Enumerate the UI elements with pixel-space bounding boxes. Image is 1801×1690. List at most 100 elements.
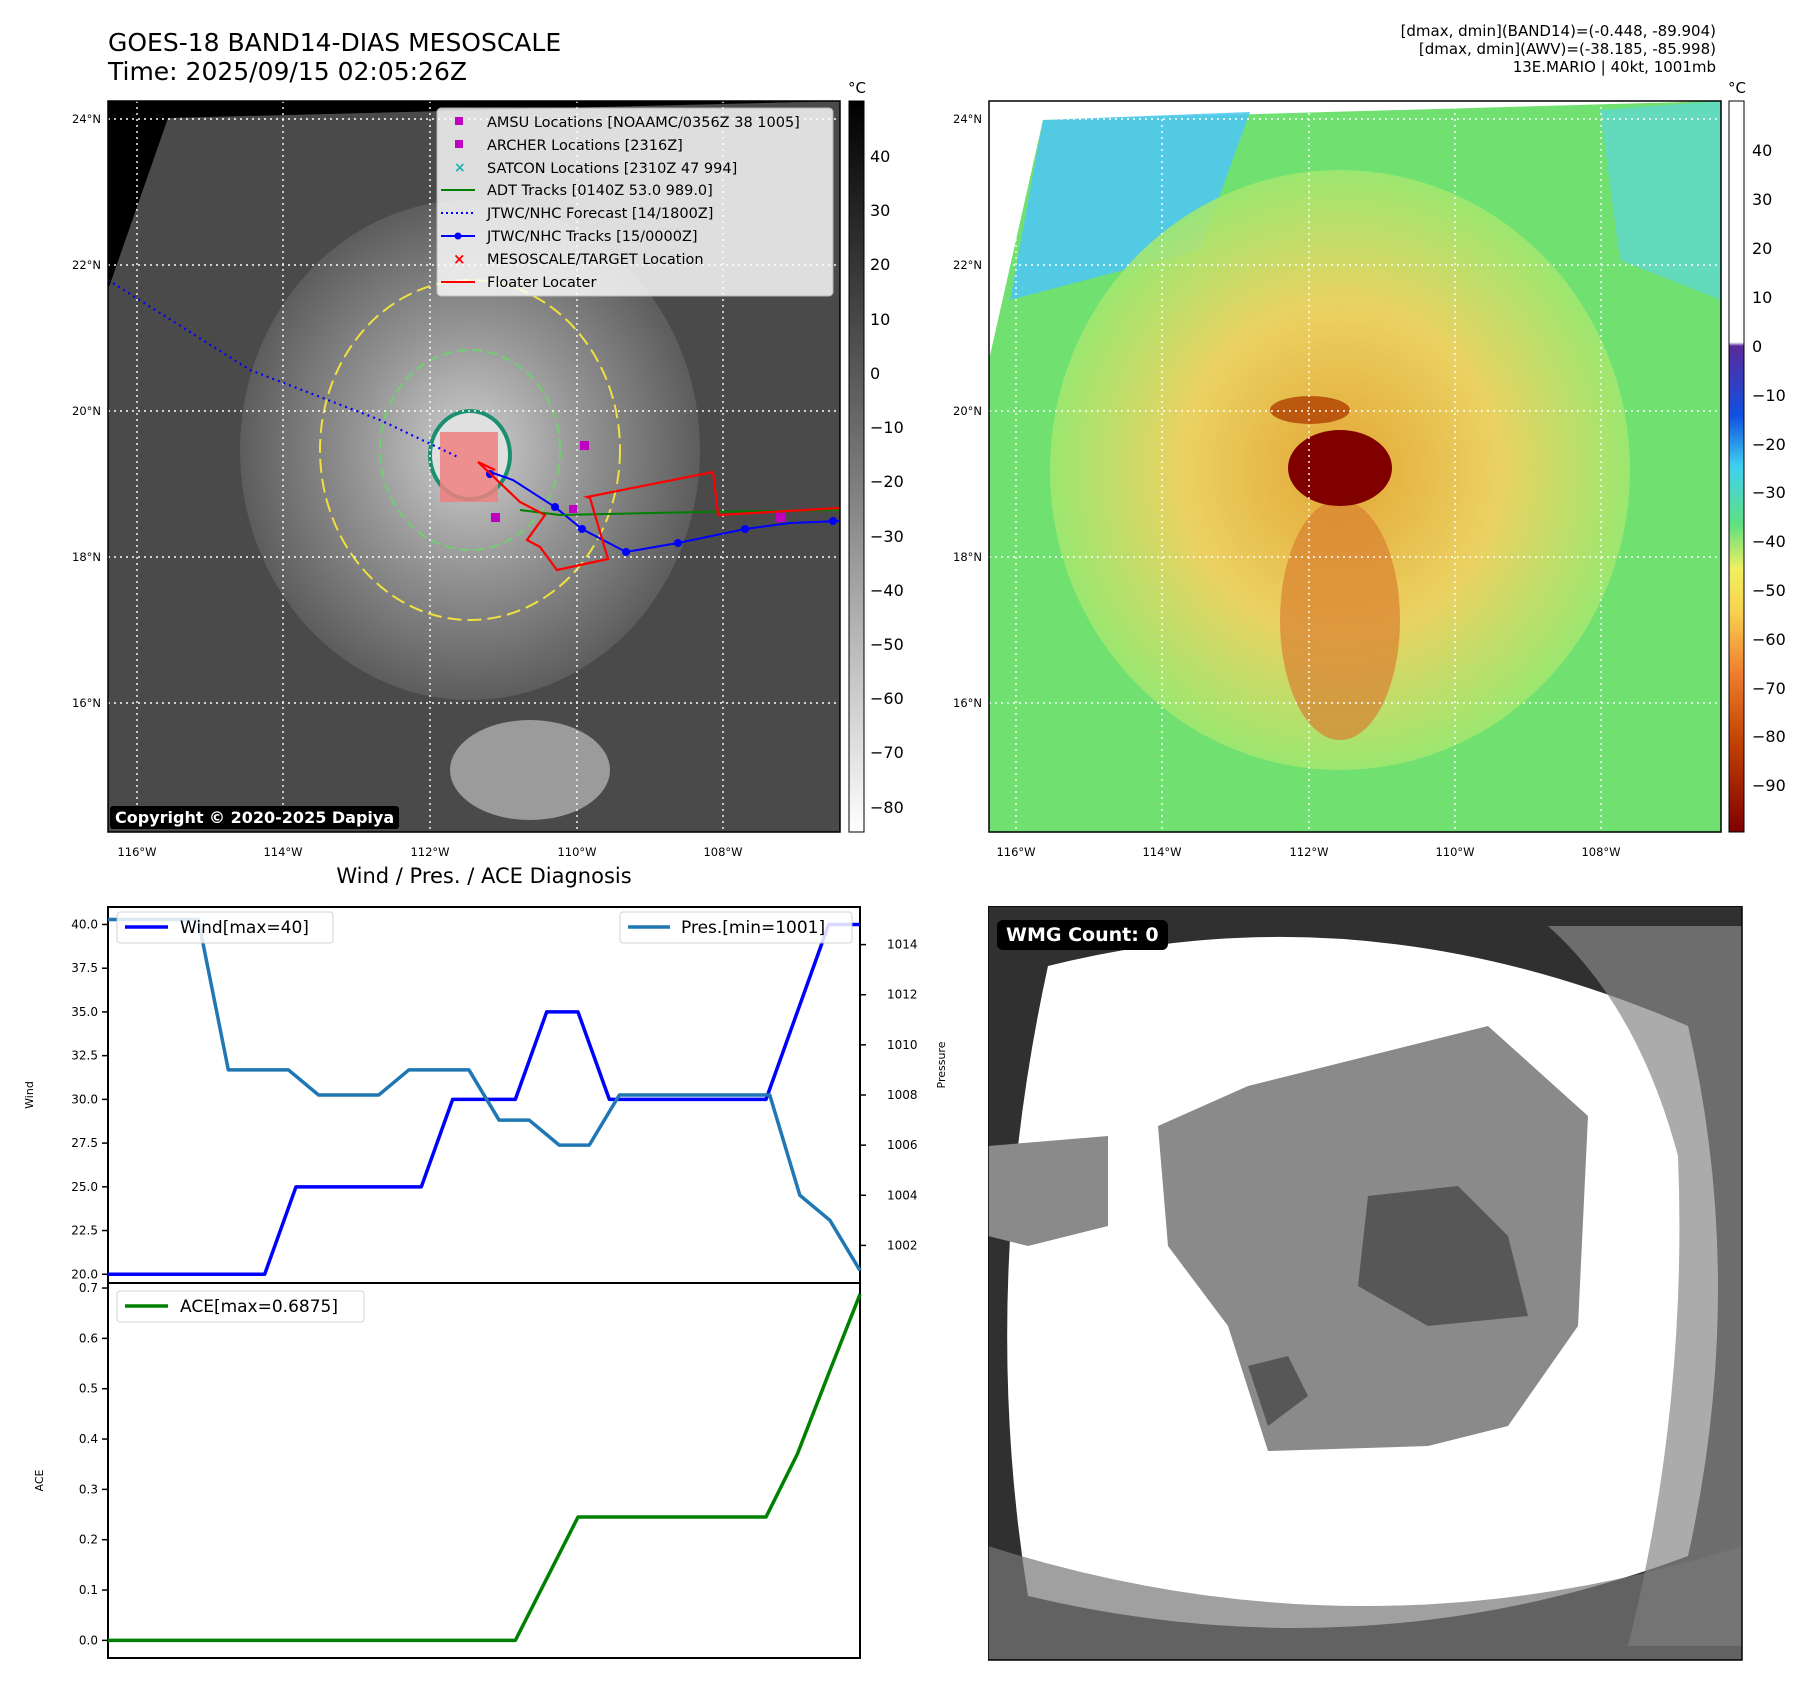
wind-ytick-label: 40.0 <box>71 917 98 931</box>
ace-axis-label: ACE <box>33 1469 46 1491</box>
title-line-2: Time: 2025/09/15 02:05:26Z <box>108 57 467 86</box>
enhanced-map: 24°N 22°N 20°N 18°N 16°N 116°W 114°W 112… <box>953 79 1786 859</box>
pressure-ytick-label: 1008 <box>887 1088 918 1102</box>
ir-colorbar-unit: °C <box>848 79 866 97</box>
wind-ytick-label: 27.5 <box>71 1136 98 1150</box>
enh-lat-label-22n: 22°N <box>953 258 982 272</box>
ace-series-line <box>108 1293 862 1643</box>
legend-label-satcon: SATCON Locations [2310Z 47 994] <box>487 161 737 177</box>
pressure-legend-box <box>619 911 853 944</box>
wmg-dark-patch <box>1248 1356 1308 1426</box>
wmg-count-label: WMG Count: 0 <box>997 920 1168 950</box>
enh-cb-tick-m30: −30 <box>1752 483 1786 502</box>
pressure-ytick-label: 1012 <box>887 988 918 1002</box>
ace-ytick-label: 0.5 <box>79 1382 98 1396</box>
wind-ytick-label: 35.0 <box>71 1005 98 1019</box>
wind-ytick-label: 20.0 <box>71 1267 98 1281</box>
enh-cb-tick-m60: −60 <box>1752 630 1786 649</box>
lat-label-16n: 16°N <box>72 696 101 710</box>
wind-ytick-label: 25.0 <box>71 1180 98 1194</box>
ace-ytick-label: 0.1 <box>79 1583 98 1597</box>
wmg-frame <box>988 906 1743 1661</box>
wmg-panel <box>988 906 1743 1661</box>
enh-cb-tick-m80: −80 <box>1752 727 1786 746</box>
ace-ytick-label: 0.4 <box>79 1432 98 1446</box>
wind-ytick-label: 32.5 <box>71 1049 98 1063</box>
amsu-archer-markers <box>491 441 785 522</box>
title-line-1: GOES-18 BAND14-DIAS MESOSCALE <box>108 28 562 57</box>
legend-satcon-marker: × <box>454 160 466 176</box>
info-line-3: 13E.MARIO | 40kt, 1001mb <box>1512 58 1716 76</box>
enhanced-cold-northeast <box>1600 101 1721 300</box>
enh-lon-label-112w: 112°W <box>1289 845 1328 859</box>
enh-lat-label-16n: 16°N <box>953 696 982 710</box>
enh-cb-tick-40: 40 <box>1752 141 1772 160</box>
enh-lat-label-18n: 18°N <box>953 550 982 564</box>
wmg-dark-core <box>1358 1186 1528 1326</box>
ir-cb-tick-30: 30 <box>870 201 890 220</box>
figure-title: GOES-18 BAND14-DIAS MESOSCALE Time: 2025… <box>108 28 561 86</box>
enh-cb-tick-10: 10 <box>1752 288 1772 307</box>
enh-cb-tick-m40: −40 <box>1752 532 1786 551</box>
enhanced-colorbar-unit: °C <box>1728 79 1746 97</box>
pressure-ytick-label: 1004 <box>887 1188 918 1202</box>
enhanced-band-south <box>1280 500 1400 740</box>
enh-lon-label-114w: 114°W <box>1142 845 1181 859</box>
lat-label-20n: 20°N <box>72 404 101 418</box>
info-line-2: [dmax, dmin](AWV)=(-38.185, -85.998) <box>1418 40 1716 58</box>
ir-cb-tick-m20: −20 <box>870 472 904 491</box>
map-legend: × × AMSU Locations [NOAAMC/0356Z 38 1005… <box>436 107 834 297</box>
map-panels: × × AMSU Locations [NOAAMC/0356Z 38 1005… <box>72 79 1786 859</box>
enh-lon-label-116w: 116°W <box>996 845 1035 859</box>
pressure-ytick-label: 1014 <box>887 938 918 952</box>
lon-label-108w: 108°W <box>703 845 742 859</box>
legend-label-amsu: AMSU Locations [NOAAMC/0356Z 38 1005] <box>487 115 800 131</box>
ace-ytick-label: 0.2 <box>79 1533 98 1547</box>
legend-box <box>436 107 834 297</box>
enhanced-colorbar-ticks: 40 30 20 10 0 −10 −20 −30 −40 −50 −60 −7… <box>1752 141 1786 795</box>
lat-label-22n: 22°N <box>72 258 101 272</box>
ace-legend-box <box>116 1290 365 1323</box>
enh-cb-tick-20: 20 <box>1752 239 1772 258</box>
wind-ytick-label: 37.5 <box>71 961 98 975</box>
lon-label-110w: 110°W <box>557 845 596 859</box>
ace-plot-frame <box>107 1282 861 1659</box>
ir-cb-tick-0: 0 <box>870 364 880 383</box>
ir-cb-tick-40: 40 <box>870 147 890 166</box>
enh-cb-tick-m90: −90 <box>1752 776 1786 795</box>
legend-label-track: JTWC/NHC Tracks [15/0000Z] <box>486 229 698 245</box>
enhanced-gridlines <box>989 101 1721 832</box>
wind-legend-label: Wind[max=40] <box>180 918 309 938</box>
lon-label-112w: 112°W <box>410 845 449 859</box>
ir-cb-tick-m10: −10 <box>870 418 904 437</box>
pressure-series-line <box>108 917 862 1272</box>
pressure-ytick-label: 1010 <box>887 1038 918 1052</box>
ir-cb-tick-20: 20 <box>870 255 890 274</box>
pressure-axis-label: Pressure <box>935 1041 948 1088</box>
enh-cb-tick-30: 30 <box>1752 190 1772 209</box>
enh-cb-tick-m20: −20 <box>1752 435 1786 454</box>
ir-cloud-south <box>450 720 610 820</box>
wind-legend-box <box>116 911 334 944</box>
lat-label-24n: 24°N <box>72 112 101 126</box>
wmg-patch-west <box>988 1136 1108 1246</box>
legend-label-target: MESOSCALE/TARGET Location <box>487 252 704 268</box>
wmg-outer-band-south <box>988 1546 1742 1660</box>
enh-lat-label-24n: 24°N <box>953 112 982 126</box>
legend-label-floater: Floater Locater <box>487 275 596 291</box>
legend-track-dot <box>454 232 462 240</box>
wmg-outer-band-east <box>1548 926 1742 1646</box>
ir-map-frame <box>107 100 841 833</box>
legend-label-archer: ARCHER Locations [2316Z] <box>487 138 683 154</box>
ir-cb-tick-10: 10 <box>870 310 890 329</box>
pressure-ytick-label: 1002 <box>887 1238 918 1252</box>
enhanced-cold-core <box>1288 430 1392 506</box>
ir-cb-tick-m30: −30 <box>870 527 904 546</box>
diagnosis-title: Wind / Pres. / ACE Diagnosis <box>336 864 632 888</box>
ir-cb-tick-m70: −70 <box>870 743 904 762</box>
ir-contour-mid <box>379 349 561 551</box>
info-line-1: [dmax, dmin](BAND14)=(-0.448, -89.904) <box>1400 22 1716 40</box>
enh-cb-tick-0: 0 <box>1752 337 1762 356</box>
ir-cb-tick-m60: −60 <box>870 689 904 708</box>
floater-locater-track <box>477 461 841 572</box>
